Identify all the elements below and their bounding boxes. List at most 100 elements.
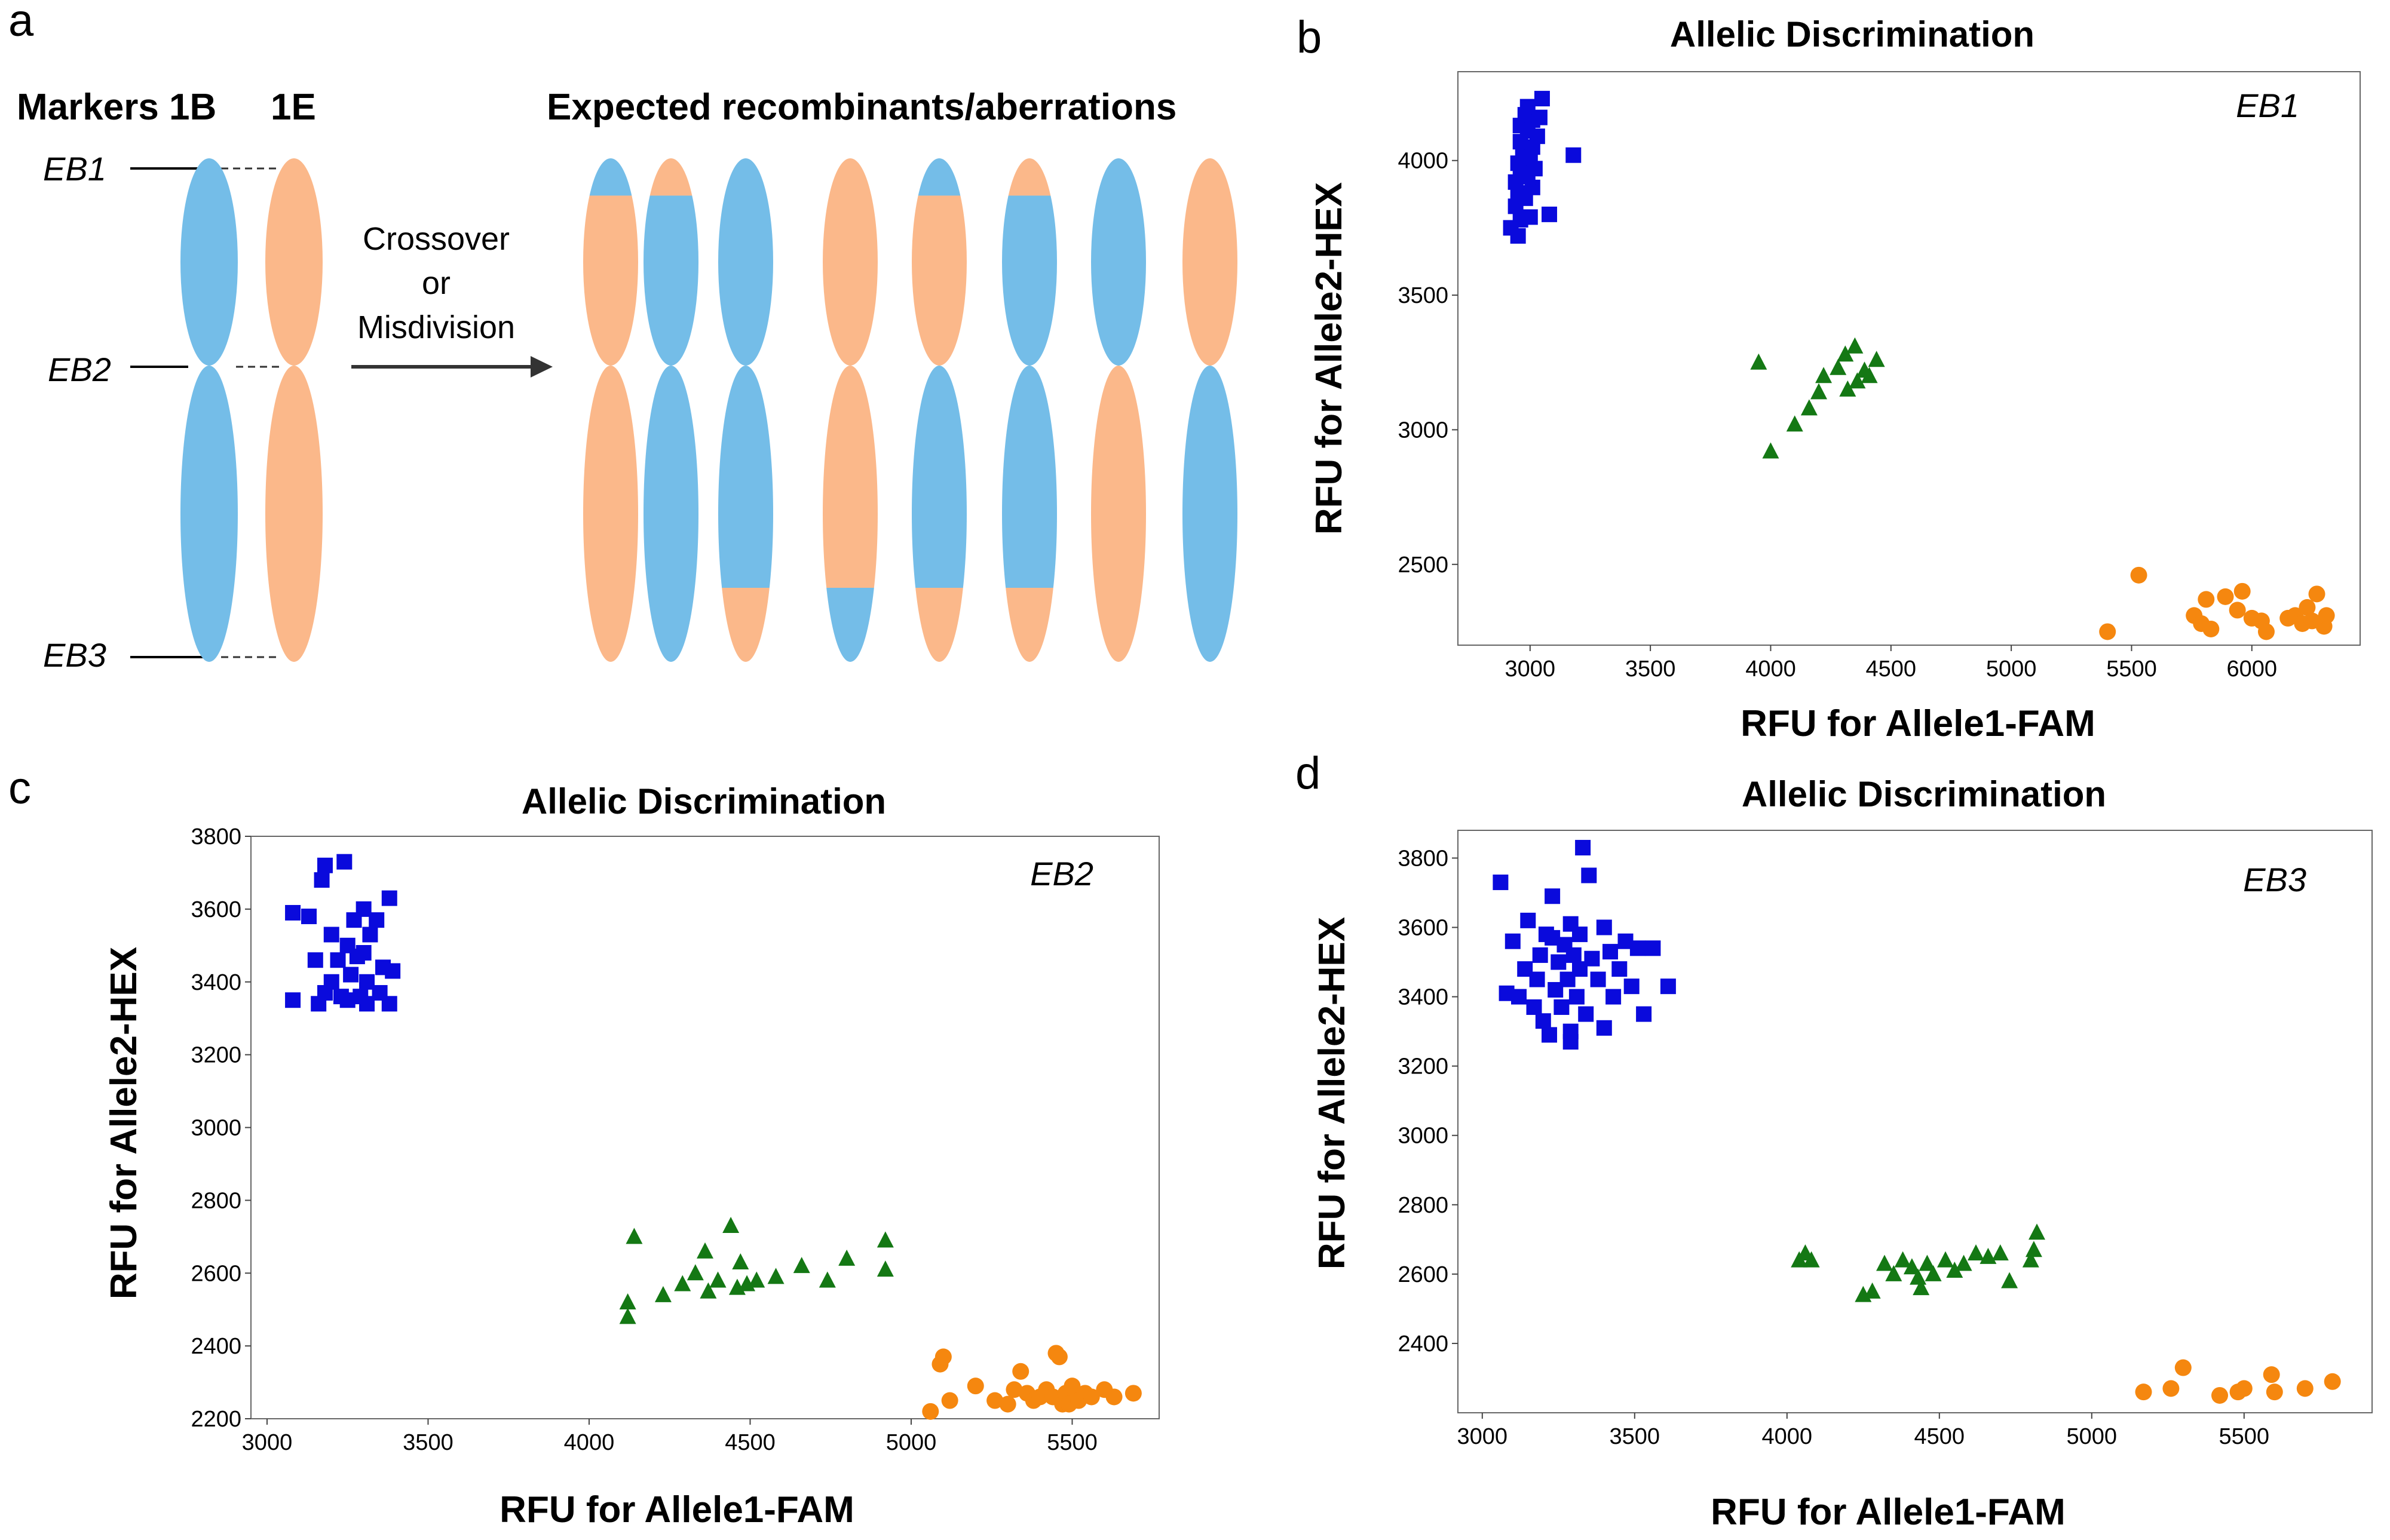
data-point-triangle [1925,1265,1942,1281]
chromosome-segment [1002,195,1057,366]
data-point-triangle [819,1271,836,1288]
tick-group: 3000 3500 4000 4500 5000 5500 6000 2500 3000 3500… [1398,149,2277,682]
marker-label: EB1 [2236,87,2299,124]
x-tick-label: 5000 [886,1430,937,1455]
chromosome-segment [180,366,238,662]
data-point-square [1505,933,1521,949]
marker-eb1: EB1 [43,150,106,188]
y-axis-label: RFU for Allele2-HEX [103,947,145,1299]
data-point-triangle [626,1228,643,1244]
data-point-triangle [1876,1254,1893,1271]
chromosome-segment [265,366,323,662]
y-tick-label: 2600 [191,1261,241,1286]
x-tick-label: 6000 [2227,657,2278,682]
y-tick-label: 2500 [1398,553,1448,578]
data-point-circle [2217,588,2234,605]
chromosome-arm [644,158,698,366]
data-point-circle [934,1348,952,1366]
data-point-circle [2202,620,2220,637]
data-point-square [1526,999,1542,1015]
y-tick-label: 2800 [191,1188,241,1213]
data-point-triangle [2001,1272,2018,1289]
data-point-triangle [1800,399,1818,416]
x-tick-label: 5500 [2219,1424,2270,1449]
data-point-triangle [2029,1223,2045,1240]
data-point-triangle [1991,1244,2009,1261]
data-point-square [1565,147,1582,163]
x-tick-label: 4500 [1866,657,1917,682]
data-point-triangle [877,1231,894,1248]
panel-b: b Allelic Discrimination 3000 3500 4000 450… [1297,12,2361,744]
data-point-triangle [877,1260,894,1277]
data-point-triangle [1810,383,1827,400]
chromosome-segment [644,158,698,196]
panel-d: d Allelic Discrimination 3000 3500 4000 450… [1295,748,2373,1533]
data-point-triangle [1837,345,1854,362]
chromosome-segment [583,195,638,366]
data-point-circle [999,1395,1016,1413]
y-tick-label: 3400 [1398,985,1448,1010]
data-point-triangle [1946,1262,1963,1278]
data-point-triangle [1913,1279,1930,1296]
y-tick-label: 3400 [191,970,241,995]
data-point-triangle [654,1286,672,1302]
data-point-circle [2198,591,2215,608]
marker-label: EB3 [2243,861,2306,898]
data-point-square [317,857,333,873]
data-point-triangle [722,1217,740,1234]
data-point-triangle [1846,337,1864,354]
chromosome-arm [265,158,323,366]
data-point-square [1596,919,1612,935]
data-point-triangle [1955,1254,1972,1271]
data-point-triangle [2025,1241,2042,1257]
data-point-circle [967,1378,984,1395]
panel-letter-b: b [1297,12,1322,63]
chromosome-arm [1091,158,1146,366]
data-point-circle [2263,1366,2280,1383]
data-point-square [362,927,378,943]
chromosome-arm [1002,366,1057,662]
chromosome-arm [912,158,967,366]
data-point-square [1545,929,1561,946]
arrow-label-or: or [422,265,451,301]
tick-group: 3000 3500 4000 4500 5000 5500 2200 2400 2600 2800… [191,824,1097,1455]
marker-eb3: EB3 [43,636,106,674]
data-point-circle [2130,566,2147,584]
x-tick-label: 3000 [1505,657,1556,682]
data-point-square [1493,875,1509,891]
chromosome-segment [583,366,638,662]
data-point-square [1596,1020,1612,1036]
chromosome-arm [1182,158,1237,366]
x-axis-label: RFU for Allele1-FAM [1711,1492,2066,1533]
data-point-circle [2211,1386,2228,1404]
data-point-square [307,952,323,968]
chromosome-arm [823,158,878,366]
data-point-square [359,996,375,1012]
chromosome-arm [583,366,638,662]
data-point-square [1551,954,1567,970]
chromosome-segment [1002,158,1057,196]
data-point-square [1529,971,1545,987]
y-tick-label: 3600 [1398,916,1448,941]
x-tick-label: 3500 [1625,657,1676,682]
x-tick-label: 4000 [564,1430,615,1455]
data-point-square [285,992,301,1008]
data-point-square [1554,999,1570,1015]
data-point-square [1660,978,1676,995]
chromosome-segment [823,366,878,588]
chromosome-arm [583,158,638,366]
x-tick-label: 5000 [2067,1424,2118,1449]
data-point-square [1534,91,1550,107]
plot-frame [250,836,1160,1419]
chromosome-group [180,158,1237,662]
data-point-circle [2299,599,2316,616]
y-tick-label: 3200 [1398,1054,1448,1079]
data-point-square [1605,989,1622,1005]
chromosome-arm [1182,366,1237,662]
data-point-square [314,872,330,888]
chromosome-arm [1091,366,1146,662]
data-point-square [1636,1006,1652,1022]
data-point-circle [2318,607,2335,624]
arrow-label-crossover: Crossover [363,221,510,257]
